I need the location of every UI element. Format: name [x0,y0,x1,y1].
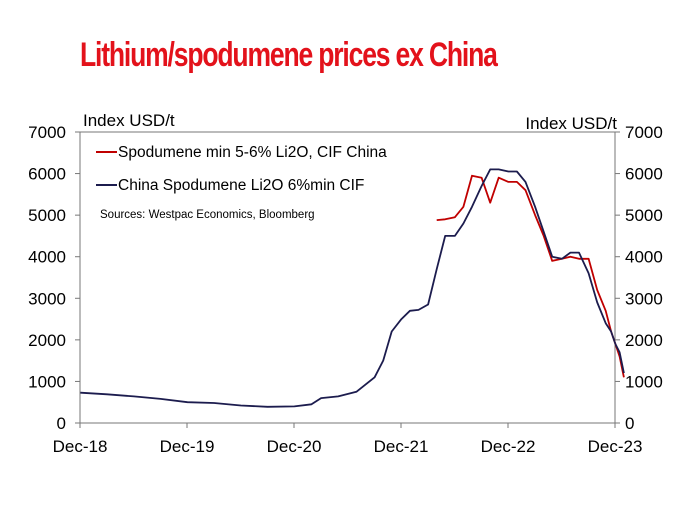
y-tick-label-left: 6000 [28,165,66,184]
y-tick-label-left: 4000 [28,248,66,267]
y-tick-label-left: 3000 [28,289,66,308]
x-tick-label: Dec-20 [267,437,322,456]
y-tick-label-right: 2000 [625,331,663,350]
y-tick-label-right: 3000 [625,289,663,308]
y-axis-right-label: Index USD/t [525,114,617,133]
x-tick-label: Dec-22 [481,437,536,456]
y-tick-label-left: 7000 [28,123,66,142]
x-tick-label: Dec-18 [53,437,108,456]
x-tick-label: Dec-21 [374,437,429,456]
y-tick-label-right: 7000 [625,123,663,142]
y-axis-left-label: Index USD/t [83,111,175,130]
x-tick-label: Dec-19 [160,437,215,456]
legend: Spodumene min 5-6% Li2O, CIF China China… [96,144,387,194]
series-line-china-spodumene [80,168,625,408]
y-tick-label-left: 0 [57,414,66,433]
series-line-spodumene-min [436,174,625,378]
source-note: Sources: Westpac Economics, Bloomberg [100,209,315,221]
series-lines [80,168,625,408]
y-tick-label-right: 4000 [625,248,663,267]
x-tick-label: Dec-23 [588,437,643,456]
x-axis: Dec-18 Dec-19 Dec-20 Dec-21 Dec-22 Dec-23 [53,423,643,456]
y-axis-left: 0 1000 2000 3000 4000 5000 6000 7000 [28,123,80,433]
y-tick-label-left: 2000 [28,331,66,350]
y-tick-label-right: 0 [625,414,634,433]
y-axis-right: 0 1000 2000 3000 4000 5000 6000 7000 [615,123,663,433]
y-tick-label-right: 6000 [625,165,663,184]
legend-label-spodumene-min: Spodumene min 5-6% Li2O, CIF China [118,144,387,161]
y-tick-label-right: 5000 [625,206,663,225]
y-tick-label-left: 1000 [28,372,66,391]
y-tick-label-right: 1000 [625,372,663,391]
chart-title: Lithium/spodumene prices ex China [80,36,498,74]
plot-frame [79,131,616,424]
legend-label-china-spodumene: China Spodumene Li2O 6%min CIF [118,177,364,194]
y-tick-label-left: 5000 [28,206,66,225]
